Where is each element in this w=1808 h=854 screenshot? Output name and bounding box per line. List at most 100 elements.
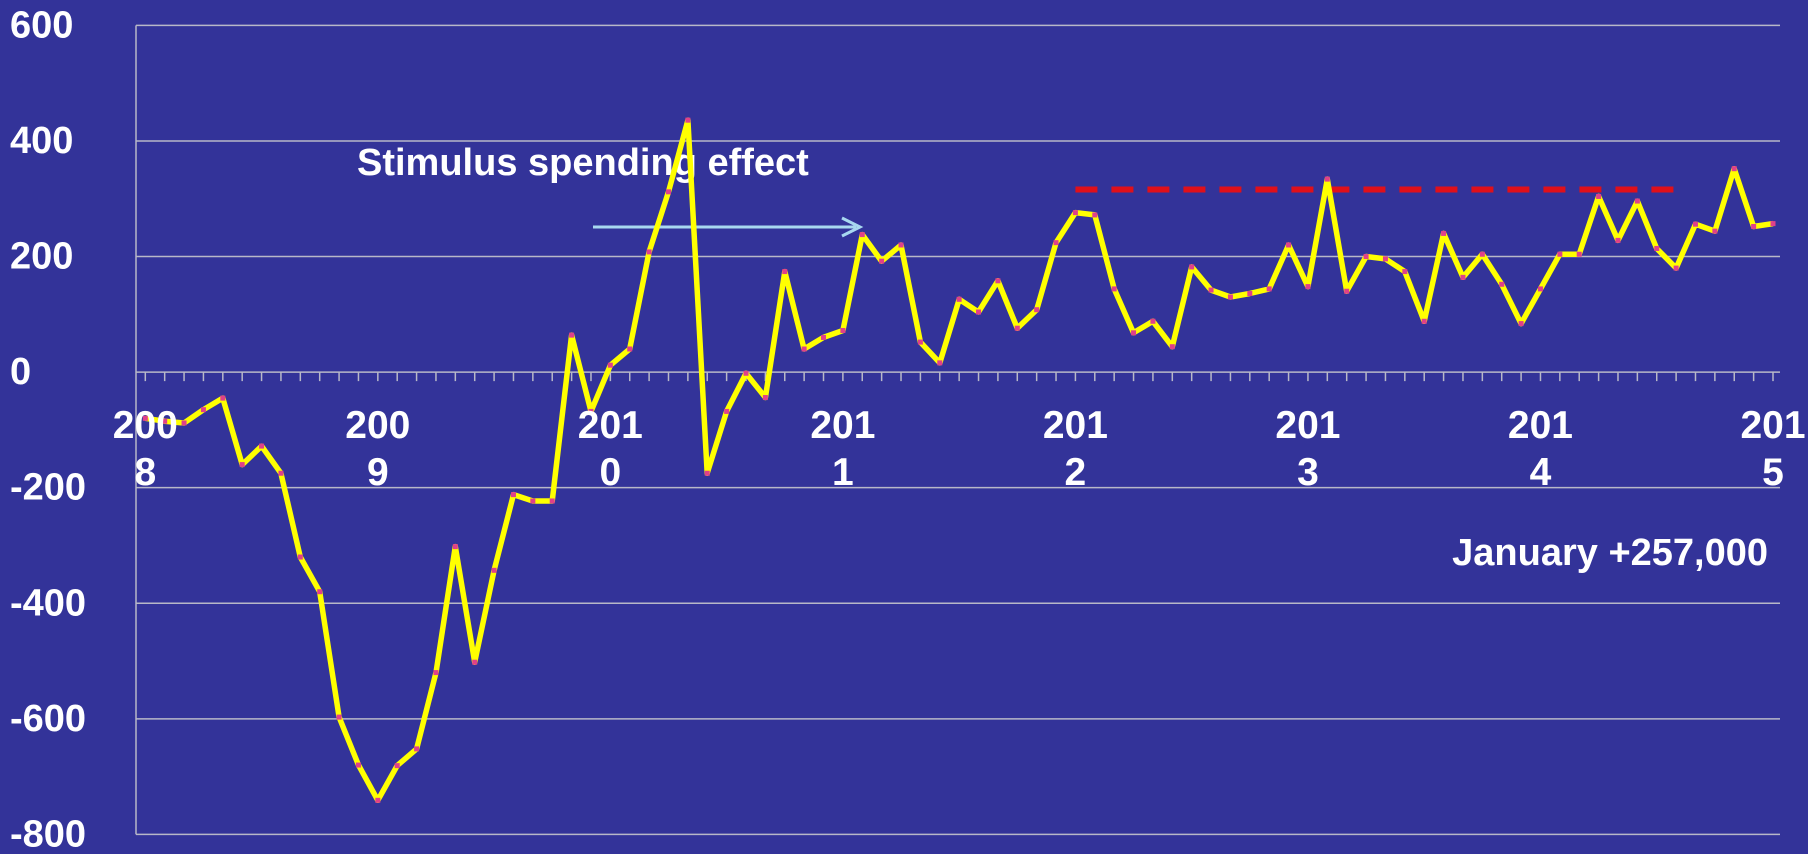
point [355,762,361,768]
point [1305,284,1311,290]
y-tick-label: 400 [10,120,73,162]
point [1441,230,1447,236]
point [704,470,710,476]
point [433,670,439,676]
point [743,370,749,376]
point [956,296,962,302]
grid: -800 -600 -400 -200 0 200 400 600 [10,4,1780,854]
point [607,362,613,368]
point [1770,221,1776,227]
point [1034,307,1040,313]
point [1363,254,1369,260]
point [1499,281,1505,287]
point [1111,286,1117,292]
x-tick-label: 2010 [577,404,643,494]
point [239,462,245,468]
x-tick-label: 2013 [1275,404,1341,494]
point [394,763,400,769]
point [181,420,187,426]
point [762,395,768,401]
point [472,659,478,665]
point [1402,269,1408,275]
point [685,117,691,123]
point [1189,264,1195,270]
point [627,346,633,352]
point [1014,325,1020,331]
y-tick-label: -200 [10,467,86,509]
point [1150,318,1156,324]
point [1324,176,1330,182]
point [646,249,652,255]
point [1382,256,1388,262]
point [937,360,943,366]
point [336,714,342,720]
point [1692,221,1698,227]
point [200,407,206,413]
point [569,332,575,338]
point [1479,251,1485,257]
point [588,408,594,414]
point [530,498,536,504]
point [1286,242,1292,248]
y-tick-label: 200 [10,236,73,278]
point [1208,287,1214,293]
x-tick-label: 2014 [1507,404,1573,494]
point [995,278,1001,284]
point [259,443,265,449]
point [220,395,226,401]
point [1751,223,1757,229]
point [1518,321,1524,327]
point [782,269,788,275]
point [1131,330,1137,336]
point [1596,193,1602,199]
point [1072,210,1078,216]
point [1634,198,1640,204]
y-tick-label: -400 [10,582,86,624]
point [1615,237,1621,243]
point [1460,274,1466,280]
point [491,567,497,573]
point [821,334,827,340]
point [1712,228,1718,234]
point [1731,166,1737,172]
point [1654,245,1660,251]
point [510,492,516,498]
y-tick-label: -800 [10,813,86,854]
point [549,498,555,504]
point [1576,251,1582,257]
annotation: Stimulus spending effect [357,142,809,184]
point [375,797,381,803]
point [879,258,885,264]
point [1537,286,1543,292]
x-tick-label: 2015 [1740,404,1806,494]
point [1673,265,1679,271]
point [859,232,865,238]
point [142,415,148,421]
annotation: January +257,000 [1452,532,1768,574]
y-tick-label: -600 [10,698,86,740]
point [414,746,420,752]
point [317,589,323,595]
point [1266,286,1272,292]
point [162,418,168,424]
y-tick-label: 0 [10,351,31,393]
point [1169,344,1175,350]
point [278,470,284,476]
point [1092,212,1098,218]
point [1344,288,1350,294]
point [452,544,458,550]
point [840,328,846,334]
point [297,554,303,560]
x-tick-label: 2011 [810,404,876,494]
arrow-head [841,216,864,238]
point [1247,291,1253,297]
x-tick-label: 2012 [1042,404,1108,494]
x-tick-label: 2008 [112,404,178,494]
point [724,408,730,414]
point [665,189,671,195]
point [898,242,904,248]
point [1053,240,1059,246]
point [976,309,982,315]
